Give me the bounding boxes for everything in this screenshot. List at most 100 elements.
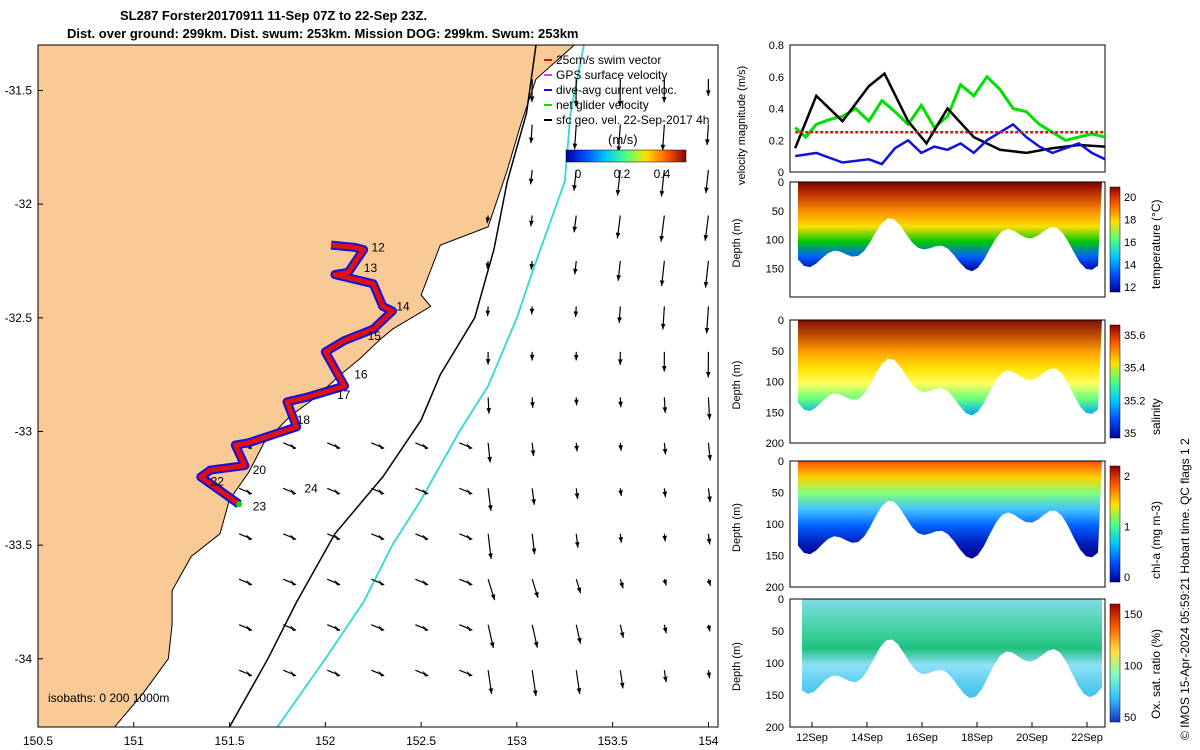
salinity-colorbar <box>1109 324 1121 439</box>
velocity-ytick: 0.4 <box>769 104 784 116</box>
current-arrowhead <box>661 366 667 372</box>
chla-ytick: 150 <box>766 551 784 563</box>
day-label-13: 13 <box>364 261 378 275</box>
day-label-14: 14 <box>396 299 410 313</box>
current-arrowhead <box>334 670 341 677</box>
current-arrowhead <box>290 488 297 495</box>
current-arrowhead <box>530 402 535 408</box>
salinity-ylabel: Depth (m) <box>731 361 743 410</box>
isobath-1000-line <box>276 44 585 728</box>
chart-title-line2: Dist. over ground: 299km. Dist. swum: 25… <box>67 26 579 41</box>
salinity-ytick: 200 <box>766 438 784 450</box>
temperature-ylabel: Depth (m) <box>731 219 743 268</box>
temperature-colorbar-tick: 12 <box>1124 282 1136 294</box>
current-arrowhead <box>572 185 577 191</box>
current-arrowhead <box>660 144 666 151</box>
chla-ytick: 0 <box>778 456 784 468</box>
current-arrowhead <box>334 579 341 586</box>
current-arrowhead <box>422 579 429 586</box>
current-arrowhead <box>616 146 622 153</box>
chart-title-line1: SL287 Forster20170911 11-Sep 07Z to 22-S… <box>120 8 428 23</box>
current-arrowhead <box>705 139 710 145</box>
current-arrowhead <box>488 553 493 560</box>
current-arrowhead <box>486 408 492 414</box>
current-arrowhead <box>378 488 385 495</box>
day-label-23: 23 <box>253 499 267 513</box>
temperature-colorbar-tick: 16 <box>1124 237 1136 249</box>
temperature-profile-fill <box>798 182 1102 272</box>
oxygen-colorbar <box>1109 603 1121 723</box>
current-arrowhead <box>617 101 623 107</box>
current-arrowhead <box>290 670 297 677</box>
current-arrowhead <box>619 682 625 689</box>
y-tick-label: -34 <box>15 652 33 666</box>
current-arrowhead <box>334 488 341 495</box>
track-swim-vector <box>198 242 395 507</box>
velocity-ytick: 0.2 <box>769 135 784 147</box>
current-arrowhead <box>529 263 535 270</box>
date-tick-label: 12Sep <box>796 732 828 744</box>
current-arrowhead <box>619 582 624 589</box>
current-arrowhead <box>662 407 668 413</box>
current-arrowhead <box>572 143 578 150</box>
chla-profile-fill <box>798 461 1102 559</box>
current-arrowhead <box>334 625 341 632</box>
temperature-ytick: 0 <box>778 177 784 189</box>
current-arrowhead <box>660 323 666 330</box>
salinity-ytick: 50 <box>772 346 784 358</box>
current-arrowhead <box>704 187 709 194</box>
current-arrowhead <box>378 534 385 541</box>
current-arrowhead <box>530 450 536 457</box>
current-arrowhead <box>707 454 713 461</box>
current-arrowhead <box>574 541 580 548</box>
current-arrowhead <box>378 579 385 586</box>
colorbar-label: (m/s) <box>608 132 638 147</box>
colorbar-tick: 0 <box>575 167 582 181</box>
oxygen-colorbar-label: Ox. sat. ratio (%) <box>1149 629 1163 719</box>
day-label-18: 18 <box>297 413 311 427</box>
legend-item: GPS surface velocity <box>556 68 667 82</box>
current-arrowhead <box>662 491 668 498</box>
current-arrowhead <box>574 445 579 452</box>
current-arrowhead <box>528 137 534 144</box>
current-arrowhead <box>466 443 473 450</box>
x-tick-label: 153 <box>507 734 527 748</box>
current-arrowhead <box>378 625 385 632</box>
current-arrowhead <box>246 488 253 495</box>
current-arrowhead <box>422 534 429 541</box>
date-tick-label: 16Sep <box>906 732 938 744</box>
temperature-ytick: 150 <box>766 263 784 275</box>
current-arrowhead <box>533 641 539 648</box>
current-arrowhead <box>706 625 712 632</box>
current-arrowhead <box>662 448 668 455</box>
current-arrowhead <box>573 100 579 107</box>
oxygen-profile-fill <box>802 599 1102 699</box>
velocity-series-line <box>795 122 1106 166</box>
current-arrowhead <box>618 445 623 451</box>
salinity-ytick: 0 <box>778 315 784 327</box>
current-arrowhead <box>532 690 538 697</box>
x-tick-label: 151.5 <box>215 734 245 748</box>
current-arrowhead <box>466 670 473 677</box>
current-arrowhead <box>618 536 624 543</box>
current-arrowhead <box>290 443 297 450</box>
current-arrowhead <box>573 268 578 275</box>
current-arrowhead <box>466 625 473 632</box>
temperature-ytick: 100 <box>766 235 784 247</box>
colorbar <box>565 149 687 163</box>
current-arrowhead <box>246 534 253 541</box>
current-arrowhead <box>706 579 712 586</box>
current-arrowhead <box>422 670 429 677</box>
chla-colorbar-tick: 0 <box>1124 572 1130 584</box>
legend-item: sfc geo. vel. 22-Sep-2017 4h <box>556 113 709 127</box>
current-arrowhead <box>488 688 494 694</box>
oxygen-ytick: 0 <box>778 594 784 606</box>
x-tick-label: 152.5 <box>406 734 436 748</box>
legend-item: 25cm/s swim vector <box>556 53 661 67</box>
current-arrowhead <box>707 496 712 503</box>
current-arrowhead <box>466 579 473 586</box>
y-tick-label: -32 <box>15 197 33 211</box>
day-label-17: 17 <box>337 388 351 402</box>
current-arrowhead <box>705 371 711 378</box>
oxygen-colorbar-tick: 150 <box>1124 609 1142 621</box>
